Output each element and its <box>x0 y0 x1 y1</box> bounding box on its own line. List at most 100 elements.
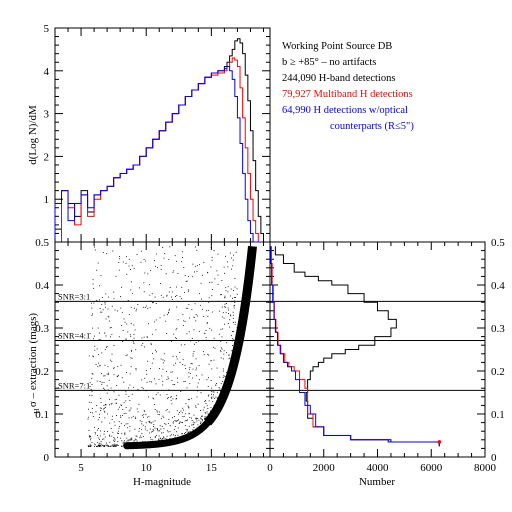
scatter-point <box>144 428 146 430</box>
scatter-point <box>101 311 103 313</box>
scatter-point <box>96 269 98 271</box>
scatter-point <box>119 426 121 427</box>
scatter-point <box>126 256 127 258</box>
scatter-point <box>154 436 156 437</box>
scatter-point <box>176 437 178 439</box>
scatter-point <box>205 400 206 401</box>
scatter-point <box>156 444 157 446</box>
scatter-point <box>222 358 224 360</box>
scatter-point <box>199 427 200 429</box>
scatter-point <box>108 373 109 375</box>
scatter-point <box>234 355 236 357</box>
scatter-point <box>101 381 103 383</box>
scatter-point <box>158 443 159 444</box>
scatter-point <box>218 310 220 312</box>
scatter-point <box>210 360 212 361</box>
scatter-point <box>91 442 93 443</box>
scatter-point <box>180 410 182 412</box>
scatter-point <box>127 331 129 333</box>
scatter-point <box>154 420 156 422</box>
scatter-point <box>134 444 136 445</box>
scatter-point <box>192 368 194 370</box>
scatter-point <box>150 444 152 446</box>
scatter-point <box>94 345 96 347</box>
scatter-point <box>153 358 155 360</box>
scatter-point <box>147 308 149 310</box>
scatter-point <box>101 383 103 385</box>
scatter-point <box>129 439 131 441</box>
scatter-point <box>217 283 219 285</box>
scatter-point <box>110 445 112 447</box>
scatter-point <box>112 444 114 446</box>
scatter-point <box>152 302 153 304</box>
scatter-point <box>164 440 166 442</box>
scatter-point <box>195 406 197 408</box>
scatter-point <box>211 416 213 418</box>
scatter-point <box>234 343 235 345</box>
scatter-point <box>183 267 185 268</box>
scatter-point <box>149 442 151 444</box>
scatter-point <box>224 323 225 325</box>
scatter-point <box>151 333 153 335</box>
scatter-point <box>129 400 131 401</box>
scatter-point <box>221 401 223 403</box>
scatter-point <box>103 410 105 412</box>
scatter-point <box>187 435 189 437</box>
scatter-point <box>177 381 179 383</box>
scatter-point <box>165 410 167 412</box>
scatter-point <box>127 443 128 445</box>
number-xtick-label: 6000 <box>420 462 443 474</box>
scatter-point <box>167 431 169 433</box>
scatter-point <box>234 304 236 306</box>
scatter-point <box>227 378 228 380</box>
scatter-point <box>203 406 205 408</box>
scatter-point <box>155 383 157 385</box>
scatter-point <box>202 424 204 425</box>
scatter-point <box>124 445 126 447</box>
scatter-point <box>222 399 223 401</box>
scatter-point <box>126 444 128 446</box>
scatter-point <box>141 344 143 346</box>
scatter-point <box>115 445 117 447</box>
scatter-point <box>220 403 222 405</box>
scatter-point <box>213 416 215 418</box>
scatter-point <box>151 362 153 364</box>
scatter-point <box>122 330 124 331</box>
scatter-point <box>237 349 239 351</box>
scatter-point <box>206 420 208 422</box>
scatter-point <box>101 421 103 423</box>
scatter-point <box>211 259 213 261</box>
scatter-point <box>216 408 218 409</box>
scatter-point <box>95 411 97 413</box>
scatter-point <box>171 439 173 440</box>
scatter-point <box>132 445 134 447</box>
scatter-point <box>146 430 148 432</box>
scatter-point <box>104 417 106 419</box>
scatter-point <box>152 421 154 423</box>
scatter-point <box>229 382 230 384</box>
scatter-point <box>159 414 161 416</box>
scatter-point <box>131 350 132 352</box>
scatter-point <box>153 398 155 400</box>
scatter-point <box>106 346 108 347</box>
scatter-point <box>103 375 105 377</box>
scatter-point <box>221 400 223 402</box>
scatter-point <box>225 290 227 292</box>
scatter-point <box>100 275 102 276</box>
scatter-point <box>167 444 168 446</box>
scatter-point <box>233 322 234 323</box>
scatter-point <box>223 350 225 352</box>
scatter-point <box>176 327 178 329</box>
scatter-point <box>99 446 100 447</box>
scatter-point <box>98 417 100 418</box>
scatter-point <box>144 272 146 274</box>
scatter-point <box>212 417 214 419</box>
scatter-point <box>192 433 194 435</box>
scatter-point <box>176 356 177 358</box>
scatter-point <box>173 416 175 417</box>
scatter-point <box>155 253 157 255</box>
scatter-point <box>220 351 222 353</box>
scatter-point <box>102 445 104 447</box>
scatter-point <box>99 435 101 437</box>
scatter-point <box>178 441 180 443</box>
